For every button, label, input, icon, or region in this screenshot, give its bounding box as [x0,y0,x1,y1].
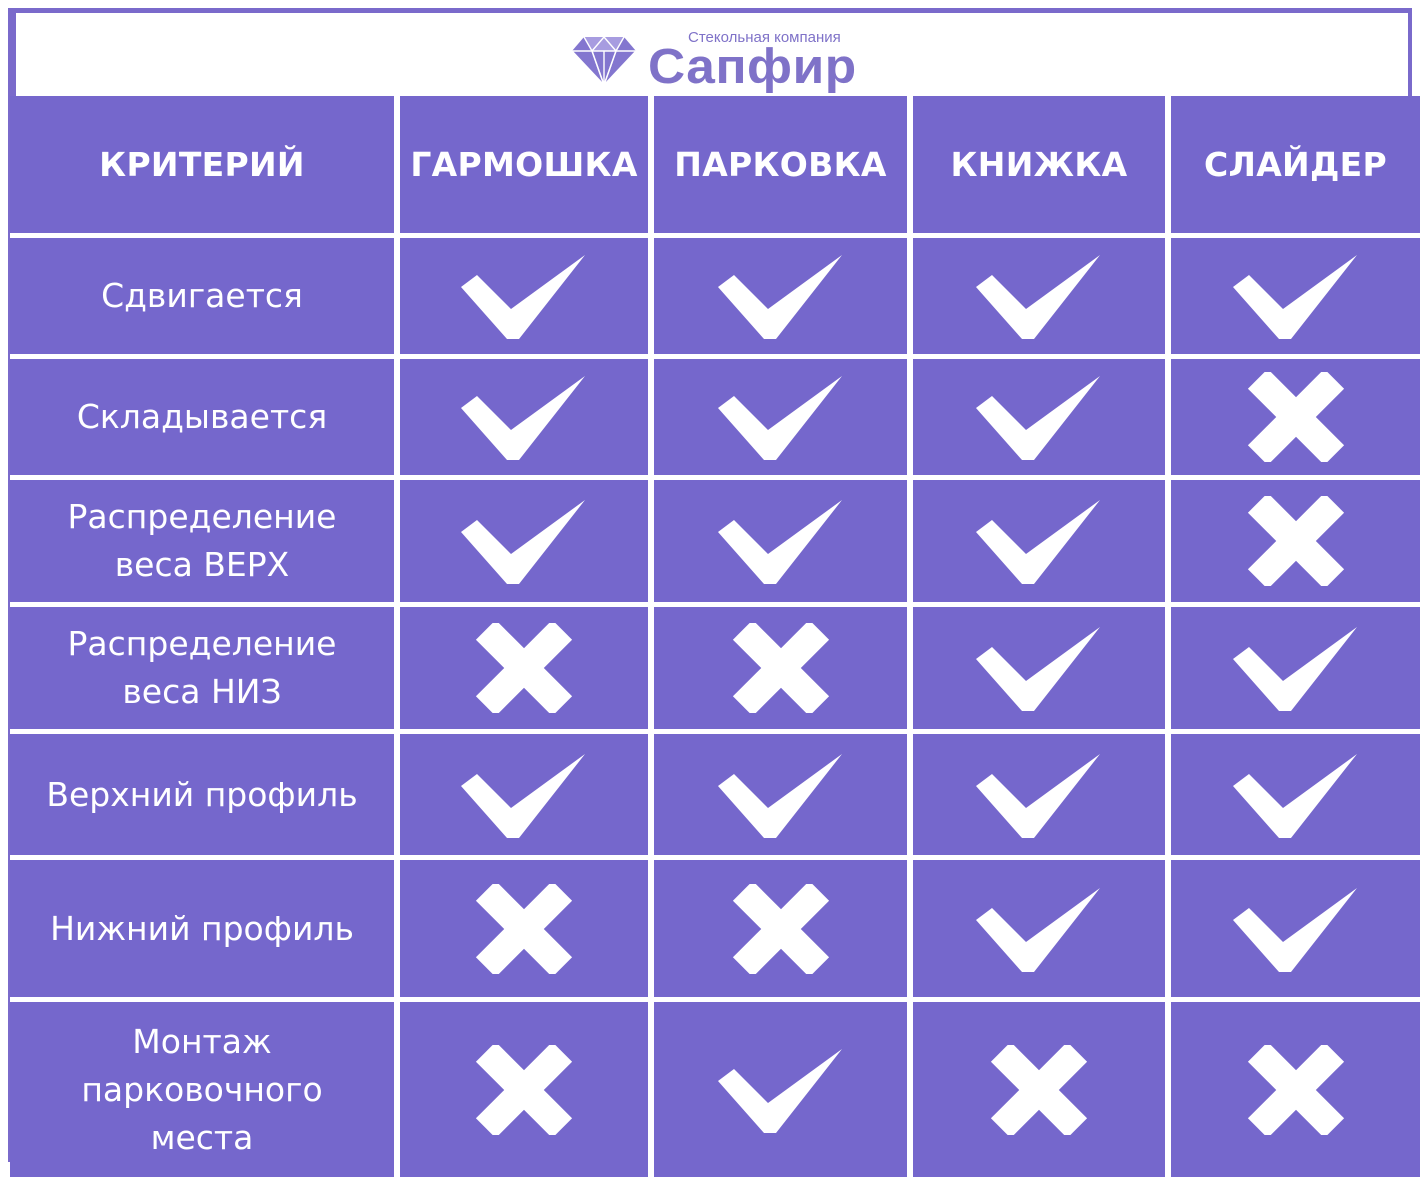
table-cell [1171,238,1420,354]
table-cell [1171,359,1420,475]
table-cell [654,359,907,475]
table-cell [400,860,648,997]
check-icon [459,496,589,586]
table-cell [654,1002,907,1177]
logo-subtitle: Стекольная компания [688,29,841,46]
cross-icon [974,1044,1104,1135]
criterion-label: Сдвигается [10,238,394,354]
table-cell [400,238,648,354]
table-cell [1171,480,1420,602]
check-icon [716,496,846,586]
table-cell [400,359,648,475]
check-icon [716,750,846,840]
column-header: ПАРКОВКА [654,96,907,233]
cross-icon [716,883,846,974]
check-icon [716,372,846,462]
table-cell [400,734,648,855]
table-cell [654,480,907,602]
table-cell [654,238,907,354]
logo: Стекольная компания Сапфир [570,21,880,95]
check-icon [459,251,589,341]
cross-icon [459,1044,589,1135]
column-header: КНИЖКА [913,96,1165,233]
table-cell [1171,734,1420,855]
cross-icon [459,883,589,974]
table-cell [913,607,1165,729]
column-header: ГАРМОШКА [400,96,648,233]
table-cell [654,860,907,997]
criterion-label: Складывается [10,359,394,475]
cross-icon [1231,1044,1361,1135]
check-icon [974,623,1104,713]
cross-icon [716,623,846,713]
check-icon [1231,884,1361,974]
table-cell [400,480,648,602]
diamond-icon [571,35,637,86]
table-cell [913,860,1165,997]
criterion-label: Распределение веса НИЗ [10,607,394,729]
criterion-label: Нижний профиль [10,860,394,997]
criterion-label: Распределение веса ВЕРХ [10,480,394,602]
cross-icon [459,623,589,713]
column-header: СЛАЙДЕР [1171,96,1420,233]
check-icon [716,1045,846,1135]
check-icon [974,496,1104,586]
table-cell [1171,1002,1420,1177]
table-cell [400,607,648,729]
check-icon [1231,251,1361,341]
table-cell [654,607,907,729]
cross-icon [1231,496,1361,586]
table-cell [913,238,1165,354]
criterion-label: Верхний профиль [10,734,394,855]
comparison-table: КРИТЕРИЙ ГАРМОШКА ПАРКОВКА КНИЖКА СЛАЙДЕР Сдв… [10,96,1420,1177]
logo-header: Стекольная компания Сапфир [16,13,1408,96]
table-cell [913,1002,1165,1177]
check-icon [716,251,846,341]
check-icon [1231,623,1361,713]
check-icon [459,372,589,462]
table-cell [913,734,1165,855]
table-cell [1171,607,1420,729]
logo-name: Сапфир [648,40,857,94]
table-cell [913,359,1165,475]
check-icon [974,251,1104,341]
check-icon [974,884,1104,974]
table-cell [913,480,1165,602]
table-cell [654,734,907,855]
criterion-label: Монтаж парковочного места [10,1002,394,1177]
table-cell [1171,860,1420,997]
column-header: КРИТЕРИЙ [10,96,394,233]
check-icon [1231,750,1361,840]
check-icon [459,750,589,840]
check-icon [974,372,1104,462]
check-icon [974,750,1104,840]
cross-icon [1231,372,1361,462]
table-cell [400,1002,648,1177]
